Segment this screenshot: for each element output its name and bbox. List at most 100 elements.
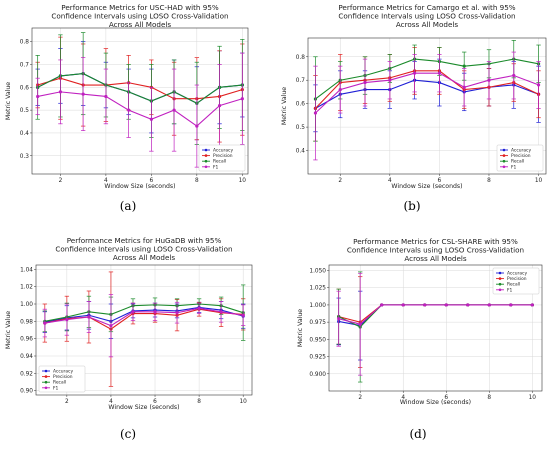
data-point	[36, 94, 40, 99]
legend-label: Precision	[53, 374, 73, 380]
x-tick-label: 4	[109, 399, 113, 405]
data-point	[358, 322, 362, 326]
data-point	[131, 310, 135, 314]
data-point	[509, 303, 513, 307]
y-tick-label: 0.8	[296, 55, 306, 61]
y-tick-label: 0.950	[309, 337, 326, 343]
y-tick-label: 0.7	[20, 63, 30, 69]
legend-label: Recall	[511, 159, 524, 165]
plot-area	[35, 264, 253, 396]
chart-title: Across All Models	[113, 253, 175, 262]
legend-label: Accuracy	[507, 271, 527, 277]
chart-title: Confidence Intervals using LOSO Cross-Va…	[55, 245, 232, 254]
y-tick-label: 0.6	[20, 85, 30, 91]
y-axis-label: Metric Value	[5, 82, 12, 120]
legend-marker	[498, 288, 502, 292]
y-tick-label: 1.000	[309, 303, 326, 309]
legend-marker	[204, 148, 208, 152]
series-line	[315, 58, 539, 100]
y-tick-label: 0.94	[20, 354, 33, 360]
legend-marker	[498, 277, 502, 280]
data-point	[81, 92, 85, 96]
x-tick-label: 4	[388, 178, 392, 184]
y-axis-label: Metric Value	[281, 87, 288, 125]
chart-3: Performance Metrics for HuGaDB with 95%C…	[5, 236, 253, 441]
legend-marker	[498, 271, 502, 275]
series-line	[37, 73, 243, 104]
series-recall	[42, 284, 246, 341]
legend-marker	[204, 159, 208, 163]
series-accuracy	[35, 41, 245, 141]
series-precision	[35, 36, 245, 143]
legend-box	[198, 144, 246, 172]
data-point	[487, 303, 491, 307]
x-axis-label: Window Size (seconds)	[400, 399, 471, 406]
data-point	[462, 85, 466, 89]
data-point	[413, 71, 417, 75]
y-tick-label: 1.025	[309, 286, 326, 292]
y-tick-label: 0.92	[20, 371, 33, 377]
data-point	[363, 80, 367, 85]
data-point	[87, 315, 91, 319]
y-tick-label: 0.96	[20, 337, 33, 343]
series-line	[37, 91, 243, 127]
data-point	[536, 83, 541, 87]
series-line	[315, 72, 539, 114]
chart-2: Performance Metrics for Camargo et al. w…	[281, 3, 547, 213]
x-tick-label: 6	[438, 178, 442, 184]
data-point	[388, 78, 392, 82]
y-tick-label: 0.900	[309, 372, 326, 378]
data-point	[437, 71, 441, 75]
panel-label: (d)	[409, 427, 426, 441]
x-tick-label: 2	[65, 399, 69, 405]
chart-title: Confidence Intervals using LOSO Cross-Va…	[347, 246, 524, 255]
data-point	[127, 108, 131, 112]
x-tick-label: 6	[153, 399, 157, 405]
y-tick-label: 0.3	[20, 154, 30, 160]
legend-label: Precision	[507, 276, 527, 282]
data-point	[380, 303, 384, 307]
y-tick-label: 0.90	[20, 389, 33, 395]
x-tick-label: 6	[444, 395, 448, 401]
series-line	[338, 304, 533, 325]
y-tick-label: 0.925	[309, 355, 326, 361]
x-tick-label: 10	[535, 178, 543, 184]
x-tick-label: 10	[239, 399, 247, 405]
legend-label: F1	[511, 164, 517, 170]
y-tick-label: 0.975	[309, 320, 326, 326]
legend-label: Recall	[507, 282, 520, 288]
data-point	[401, 303, 405, 307]
series-f1	[313, 51, 541, 161]
plot-area	[307, 37, 547, 175]
legend-label: Recall	[213, 159, 226, 165]
y-tick-label: 0.7	[296, 78, 306, 84]
y-axis-label: Metric Value	[5, 311, 12, 349]
x-tick-label: 8	[487, 395, 491, 401]
series-recall	[35, 32, 245, 145]
y-tick-label: 0.8	[20, 40, 30, 46]
y-tick-label: 0.4	[296, 149, 306, 155]
series-line	[338, 304, 533, 327]
series-f1	[35, 52, 245, 168]
data-point	[219, 310, 223, 314]
data-point	[195, 124, 199, 128]
data-point	[530, 303, 534, 307]
chart-title: Across All Models	[404, 254, 466, 263]
y-tick-label: 1.02	[20, 285, 33, 291]
chart-title: Performance Metrics for Camargo et al. w…	[338, 3, 515, 12]
legend-label: F1	[507, 287, 513, 293]
legend-box	[38, 365, 86, 393]
legend-label: Precision	[511, 153, 531, 159]
series-line	[315, 70, 539, 109]
x-tick-label: 10	[239, 178, 247, 184]
x-tick-label: 8	[487, 178, 491, 184]
data-point	[65, 318, 69, 322]
data-point	[241, 313, 245, 317]
series-line	[37, 73, 243, 104]
x-axis-label: Window Size (seconds)	[104, 183, 175, 190]
legend-marker	[502, 148, 506, 152]
x-axis-label: Window Size (seconds)	[108, 404, 179, 411]
legend-label: Accuracy	[53, 369, 73, 375]
legend-box	[492, 267, 540, 295]
